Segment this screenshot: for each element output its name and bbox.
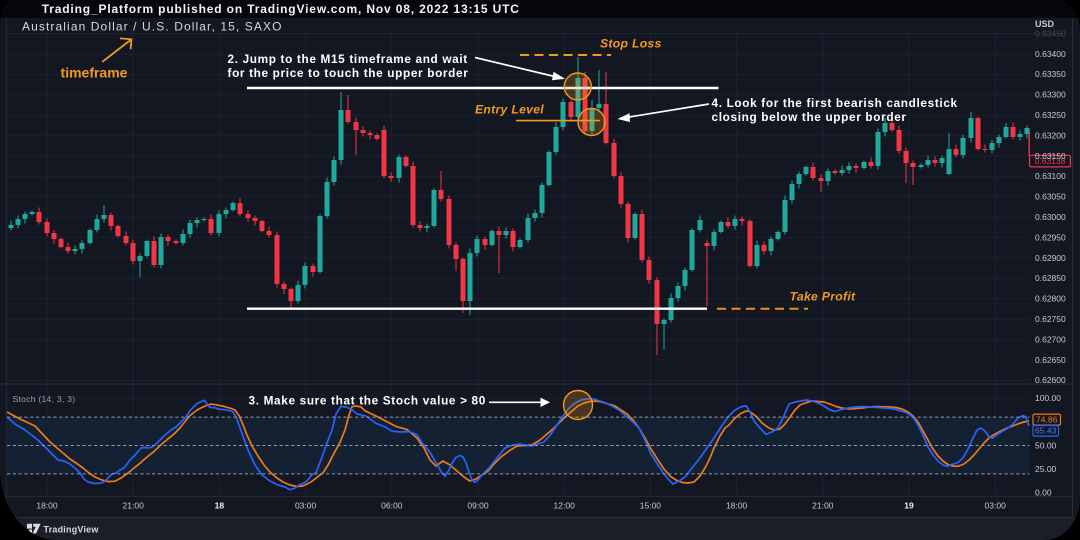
svg-text:0.63300: 0.63300 [1035, 90, 1066, 100]
svg-text:0.63150: 0.63150 [1035, 151, 1066, 161]
svg-text:for the price to touch the upp: for the price to touch the upper border [228, 66, 469, 80]
svg-text:21:00: 21:00 [123, 501, 145, 511]
svg-text:0.62700: 0.62700 [1035, 334, 1066, 344]
svg-text:2. Jump to the M15 timeframe a: 2. Jump to the M15 timeframe and wait [228, 52, 468, 66]
svg-text:4. Look for the first bearish: 4. Look for the first bearish candlestic… [712, 96, 958, 110]
svg-text:Take Profit: Take Profit [790, 289, 856, 303]
svg-text:21:00: 21:00 [812, 501, 834, 511]
svg-text:0.63400: 0.63400 [1035, 49, 1066, 59]
svg-text:Trading_Platform published on: Trading_Platform published on TradingVie… [42, 2, 520, 16]
svg-text:03:00: 03:00 [295, 501, 317, 511]
svg-text:0.63100: 0.63100 [1035, 171, 1066, 181]
svg-text:0.63138: 0.63138 [1035, 156, 1066, 166]
svg-text:0.00: 0.00 [1035, 488, 1052, 498]
svg-text:19: 19 [904, 501, 914, 511]
svg-text:Stoch (14, 3, 3): Stoch (14, 3, 3) [13, 394, 76, 404]
svg-text:0.63000: 0.63000 [1035, 212, 1066, 222]
svg-text:0.62900: 0.62900 [1035, 253, 1066, 263]
svg-text:Entry Level: Entry Level [475, 102, 544, 116]
svg-text:0.62850: 0.62850 [1035, 273, 1066, 283]
svg-text:0.63450: 0.63450 [1035, 28, 1066, 38]
svg-text:Stop Loss: Stop Loss [600, 36, 662, 50]
svg-text:15:00: 15:00 [640, 501, 662, 511]
svg-text:18:00: 18:00 [726, 501, 748, 511]
svg-text:03:00: 03:00 [985, 501, 1007, 511]
svg-text:0.62750: 0.62750 [1035, 314, 1066, 324]
svg-text:74.86: 74.86 [1036, 415, 1058, 425]
svg-text:TradingView: TradingView [44, 524, 100, 534]
svg-text:0.63050: 0.63050 [1035, 192, 1066, 202]
svg-text:65.43: 65.43 [1035, 426, 1057, 436]
svg-text:0.62950: 0.62950 [1035, 232, 1066, 242]
svg-text:0.62800: 0.62800 [1035, 294, 1066, 304]
svg-text:USD: USD [1035, 19, 1055, 29]
svg-text:12:00: 12:00 [554, 501, 576, 511]
svg-text:18:00: 18:00 [36, 501, 58, 511]
svg-text:0.63350: 0.63350 [1035, 69, 1066, 79]
svg-text:0.62600: 0.62600 [1035, 375, 1066, 385]
svg-text:18: 18 [215, 501, 225, 511]
svg-text:3. Make sure that the Stoch va: 3. Make sure that the Stoch value > 80 [249, 393, 486, 407]
svg-text:0.63200: 0.63200 [1035, 130, 1066, 140]
svg-text:0.62650: 0.62650 [1035, 355, 1066, 365]
svg-text:09:00: 09:00 [467, 501, 489, 511]
svg-text:closing below the upper border: closing below the upper border [712, 110, 907, 124]
svg-text:Australian Dollar / U.S. Dolla: Australian Dollar / U.S. Dollar, 15, SAX… [22, 20, 283, 34]
svg-text:50.00: 50.00 [1035, 440, 1057, 450]
svg-text:0.63250: 0.63250 [1035, 110, 1066, 120]
svg-text:25.00: 25.00 [1035, 464, 1057, 474]
svg-text:06:00: 06:00 [381, 501, 403, 511]
svg-text:100.00: 100.00 [1035, 393, 1061, 403]
svg-text:timeframe: timeframe [61, 65, 128, 81]
